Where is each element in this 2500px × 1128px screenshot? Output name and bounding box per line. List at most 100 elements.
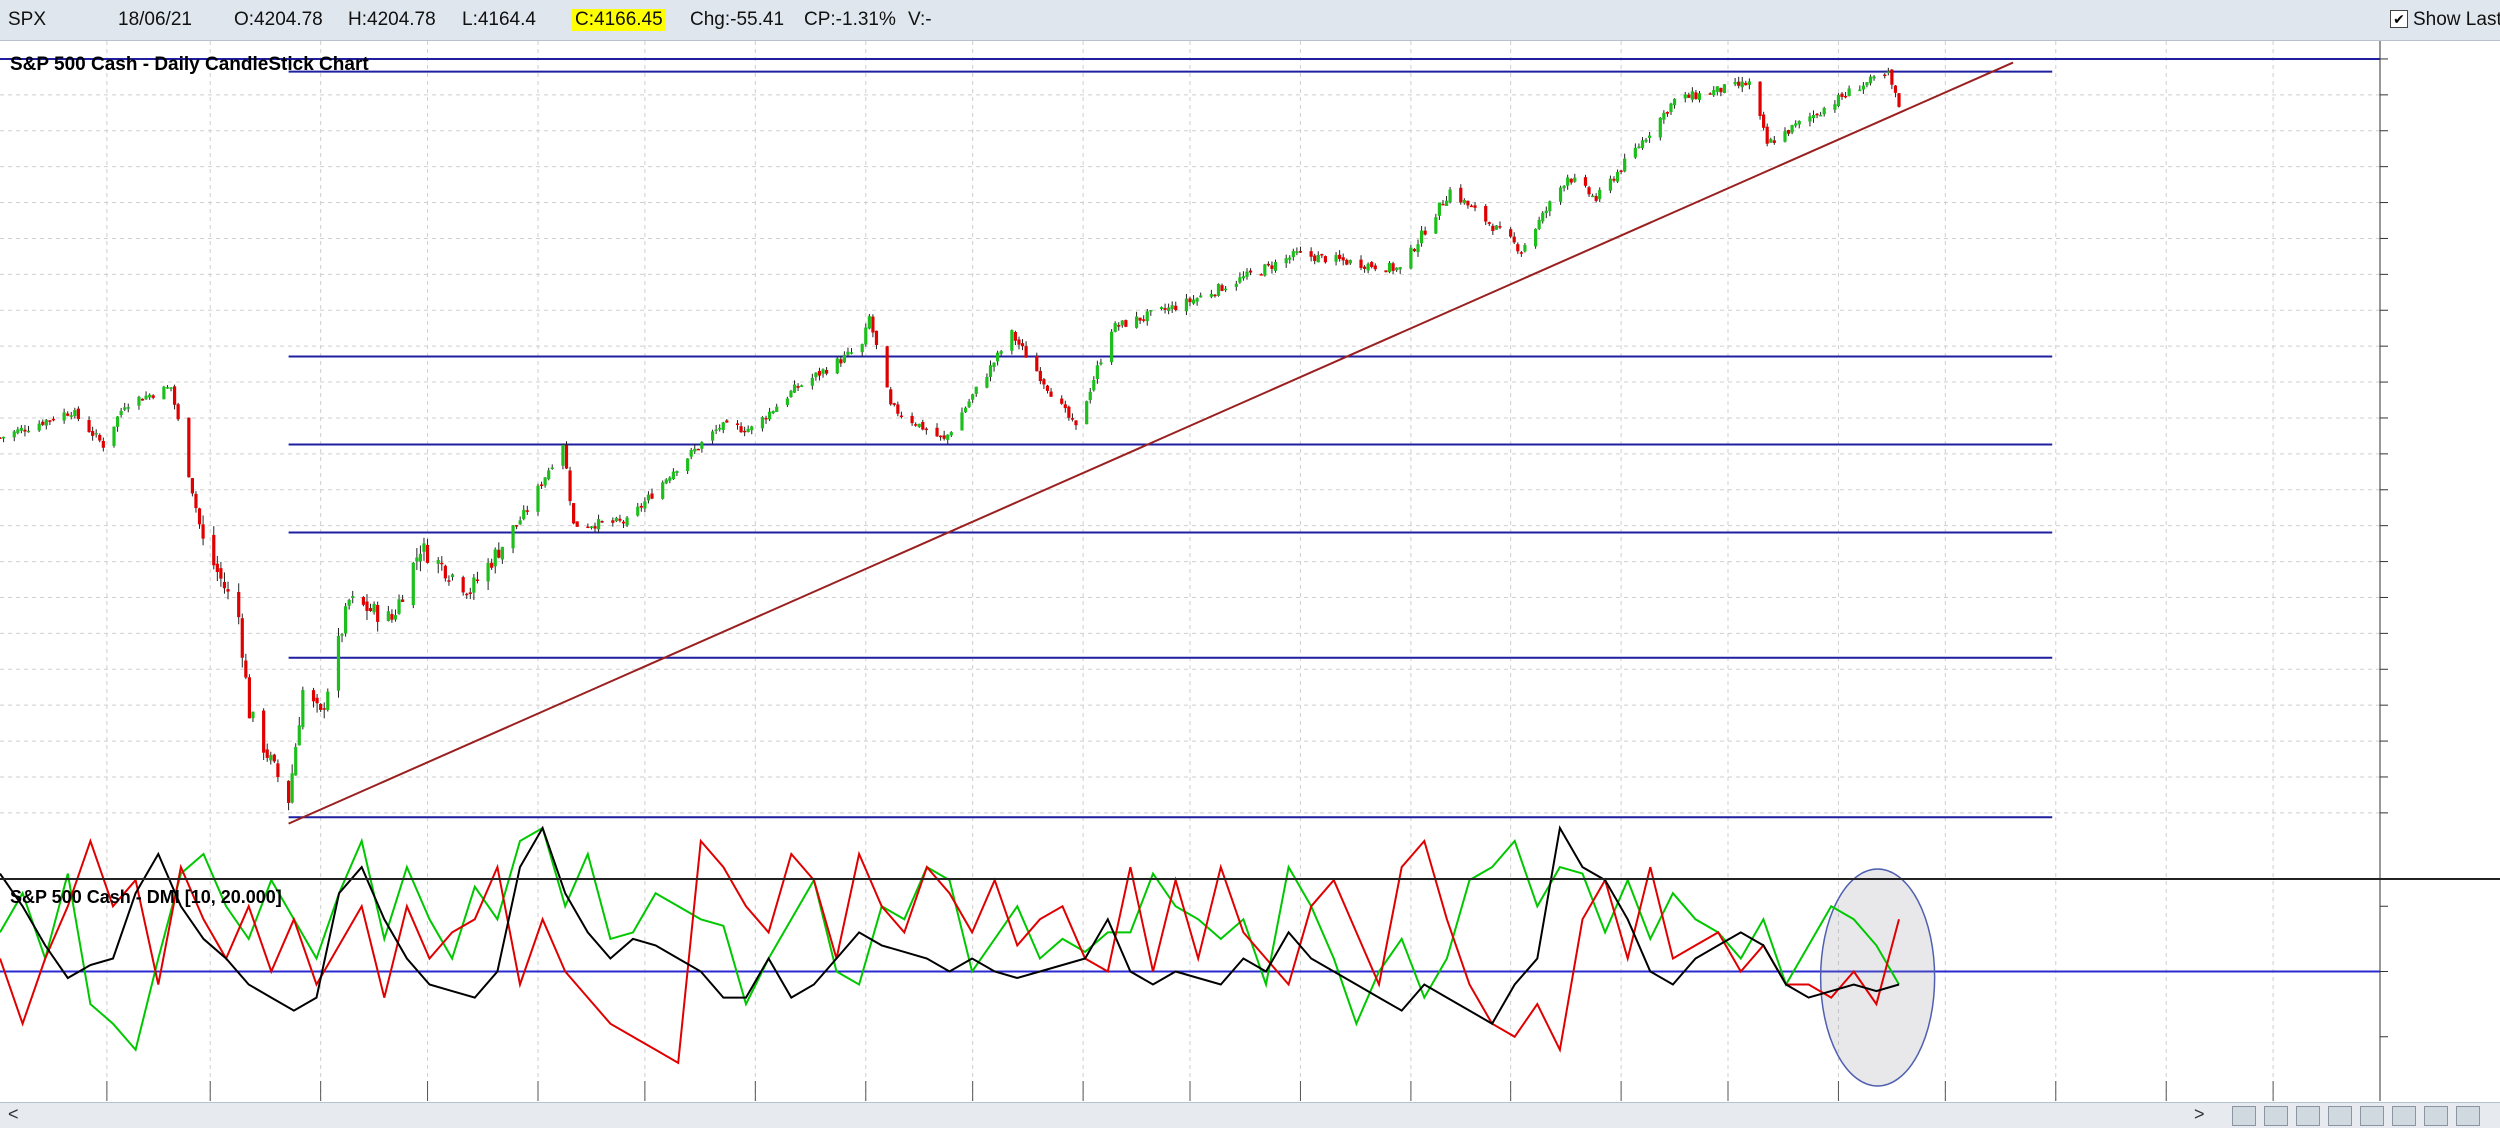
candle-body <box>1209 294 1213 297</box>
scroll-right-button[interactable]: > <box>2194 1104 2205 1124</box>
candle-body <box>1184 298 1189 312</box>
candle-body <box>864 327 868 345</box>
candle-body <box>614 517 618 522</box>
candle-body <box>294 747 298 776</box>
candle-body <box>735 423 740 426</box>
scroll-left-button[interactable]: < <box>8 1104 19 1124</box>
fibonacci-levels <box>0 57 2380 819</box>
candle-body <box>1085 401 1089 425</box>
dmi-series-line <box>0 826 1900 1052</box>
candle-body <box>564 445 569 469</box>
show-last-checkbox[interactable]: ✔ <box>2390 10 2408 28</box>
candle-body <box>1747 81 1751 85</box>
prev-icon[interactable] <box>2424 1106 2448 1126</box>
candle-body <box>739 426 743 433</box>
candle-body <box>251 711 255 719</box>
candle-body <box>23 429 27 432</box>
candle-body <box>436 560 440 564</box>
candle-body <box>411 562 415 606</box>
candle-body <box>1469 205 1474 208</box>
candle-body <box>386 611 390 621</box>
candle-body <box>789 390 793 398</box>
candle-body <box>910 415 914 424</box>
candle-body <box>600 521 604 523</box>
candle-body <box>714 429 718 431</box>
candle-body <box>415 557 419 562</box>
candle-body <box>1772 140 1776 143</box>
scroll-bar[interactable]: < > <box>0 1102 2500 1128</box>
candle-body <box>1092 379 1096 391</box>
candle-body <box>1263 264 1267 276</box>
candle-body <box>368 608 373 612</box>
candle-body <box>1815 113 1819 116</box>
zoom-in-icon[interactable] <box>2232 1106 2256 1126</box>
candle-body <box>447 580 451 582</box>
candle-body <box>1395 267 1399 271</box>
expand-icon[interactable] <box>2328 1106 2352 1126</box>
candle-body <box>326 691 330 710</box>
candle-body <box>1715 86 1719 92</box>
last-candle-body <box>1897 93 1901 107</box>
close-label: C:4166.45 <box>572 9 666 31</box>
candle-body <box>1519 252 1523 254</box>
candle-body <box>1683 94 1687 99</box>
candle-body <box>1142 319 1146 321</box>
candle-body <box>1669 103 1673 112</box>
candle-body <box>336 635 341 691</box>
candle-body <box>37 423 41 431</box>
candle-body <box>112 426 116 446</box>
candle-body <box>1762 114 1766 128</box>
candle-body <box>664 479 668 484</box>
go-end-icon[interactable] <box>2392 1106 2416 1126</box>
candle-body <box>1224 288 1228 291</box>
candle-body <box>668 477 672 481</box>
candle-body <box>244 660 248 678</box>
zoom-out-icon[interactable] <box>2264 1106 2288 1126</box>
candle-body <box>190 478 194 494</box>
candle-body <box>1819 114 1823 117</box>
candle-body <box>301 690 305 728</box>
candle-body <box>771 411 775 414</box>
candle-body <box>272 754 276 762</box>
candle-body <box>1373 265 1377 270</box>
candle-body <box>1765 126 1769 144</box>
candle-body <box>1548 201 1552 212</box>
dmi-series-line <box>0 825 1900 1026</box>
candle-body <box>636 506 640 516</box>
candle-body <box>1836 94 1841 107</box>
candle-body <box>1298 251 1303 253</box>
candle-body <box>1569 178 1573 183</box>
trendline-16-month <box>288 61 2014 825</box>
candle-body <box>1822 108 1826 115</box>
symbol-label: SPX <box>8 9 47 30</box>
candle-body <box>1284 258 1288 264</box>
candle-body <box>493 549 497 567</box>
candle-body <box>1558 187 1563 202</box>
candle-body <box>187 417 191 478</box>
candle-body <box>1213 294 1217 297</box>
candle-body <box>1858 89 1862 92</box>
candle-body <box>589 526 594 528</box>
candle-body <box>1722 84 1727 93</box>
candle-body <box>689 450 693 457</box>
candle-body <box>935 427 939 437</box>
candle-body <box>62 412 66 421</box>
candle-body <box>593 526 597 529</box>
candle-body <box>550 467 554 470</box>
candle-body <box>914 424 918 426</box>
chart-canvas[interactable]: S&P 500 Cash - Daily CandleStick Chart S… <box>0 41 2500 1101</box>
candle-body <box>222 581 227 589</box>
candle-body <box>1843 95 1848 98</box>
fit-icon[interactable] <box>2296 1106 2320 1126</box>
candle-body <box>992 362 996 367</box>
candle-body <box>1191 299 1196 304</box>
candle-body <box>611 520 615 523</box>
candle-body <box>921 421 925 430</box>
candle-body <box>201 524 205 539</box>
candle-body <box>119 410 123 416</box>
next-icon[interactable] <box>2456 1106 2480 1126</box>
candle-body <box>1174 305 1178 311</box>
go-start-icon[interactable] <box>2360 1106 2384 1126</box>
candle-body <box>1797 120 1801 125</box>
candle-body <box>1615 172 1620 182</box>
